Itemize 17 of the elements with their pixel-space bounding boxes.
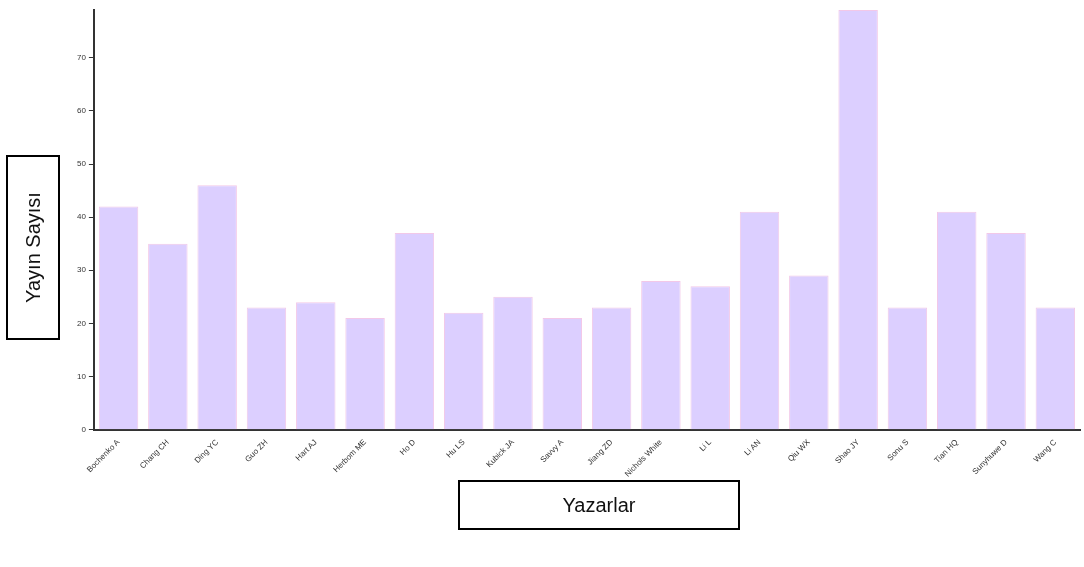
x-tick-label: Qiu WX	[785, 437, 813, 464]
y-tick-label: 0	[81, 424, 87, 434]
x-tick-label: Guo ZH	[243, 437, 270, 464]
y-axis-title: Yayın Sayısı	[21, 192, 45, 303]
y-tick-label: 40	[76, 212, 87, 222]
x-tick-label: Tian HQ	[932, 437, 960, 465]
x-axis-title: Yazarlar	[562, 493, 636, 517]
y-tick-label: 60	[76, 106, 87, 116]
y-tick-label: 30	[76, 265, 87, 275]
y-tick-label: 50	[76, 159, 87, 169]
x-tick-label: Ho D	[398, 437, 418, 457]
y-tick-label: 10	[76, 371, 87, 381]
x-tick-label: Li AN	[742, 437, 763, 458]
y-tick-label: 20	[76, 318, 87, 328]
y-tick-label: 70	[76, 53, 87, 63]
x-tick-label: Li L	[697, 437, 714, 454]
x-tick-label: Hu LS	[444, 437, 467, 460]
